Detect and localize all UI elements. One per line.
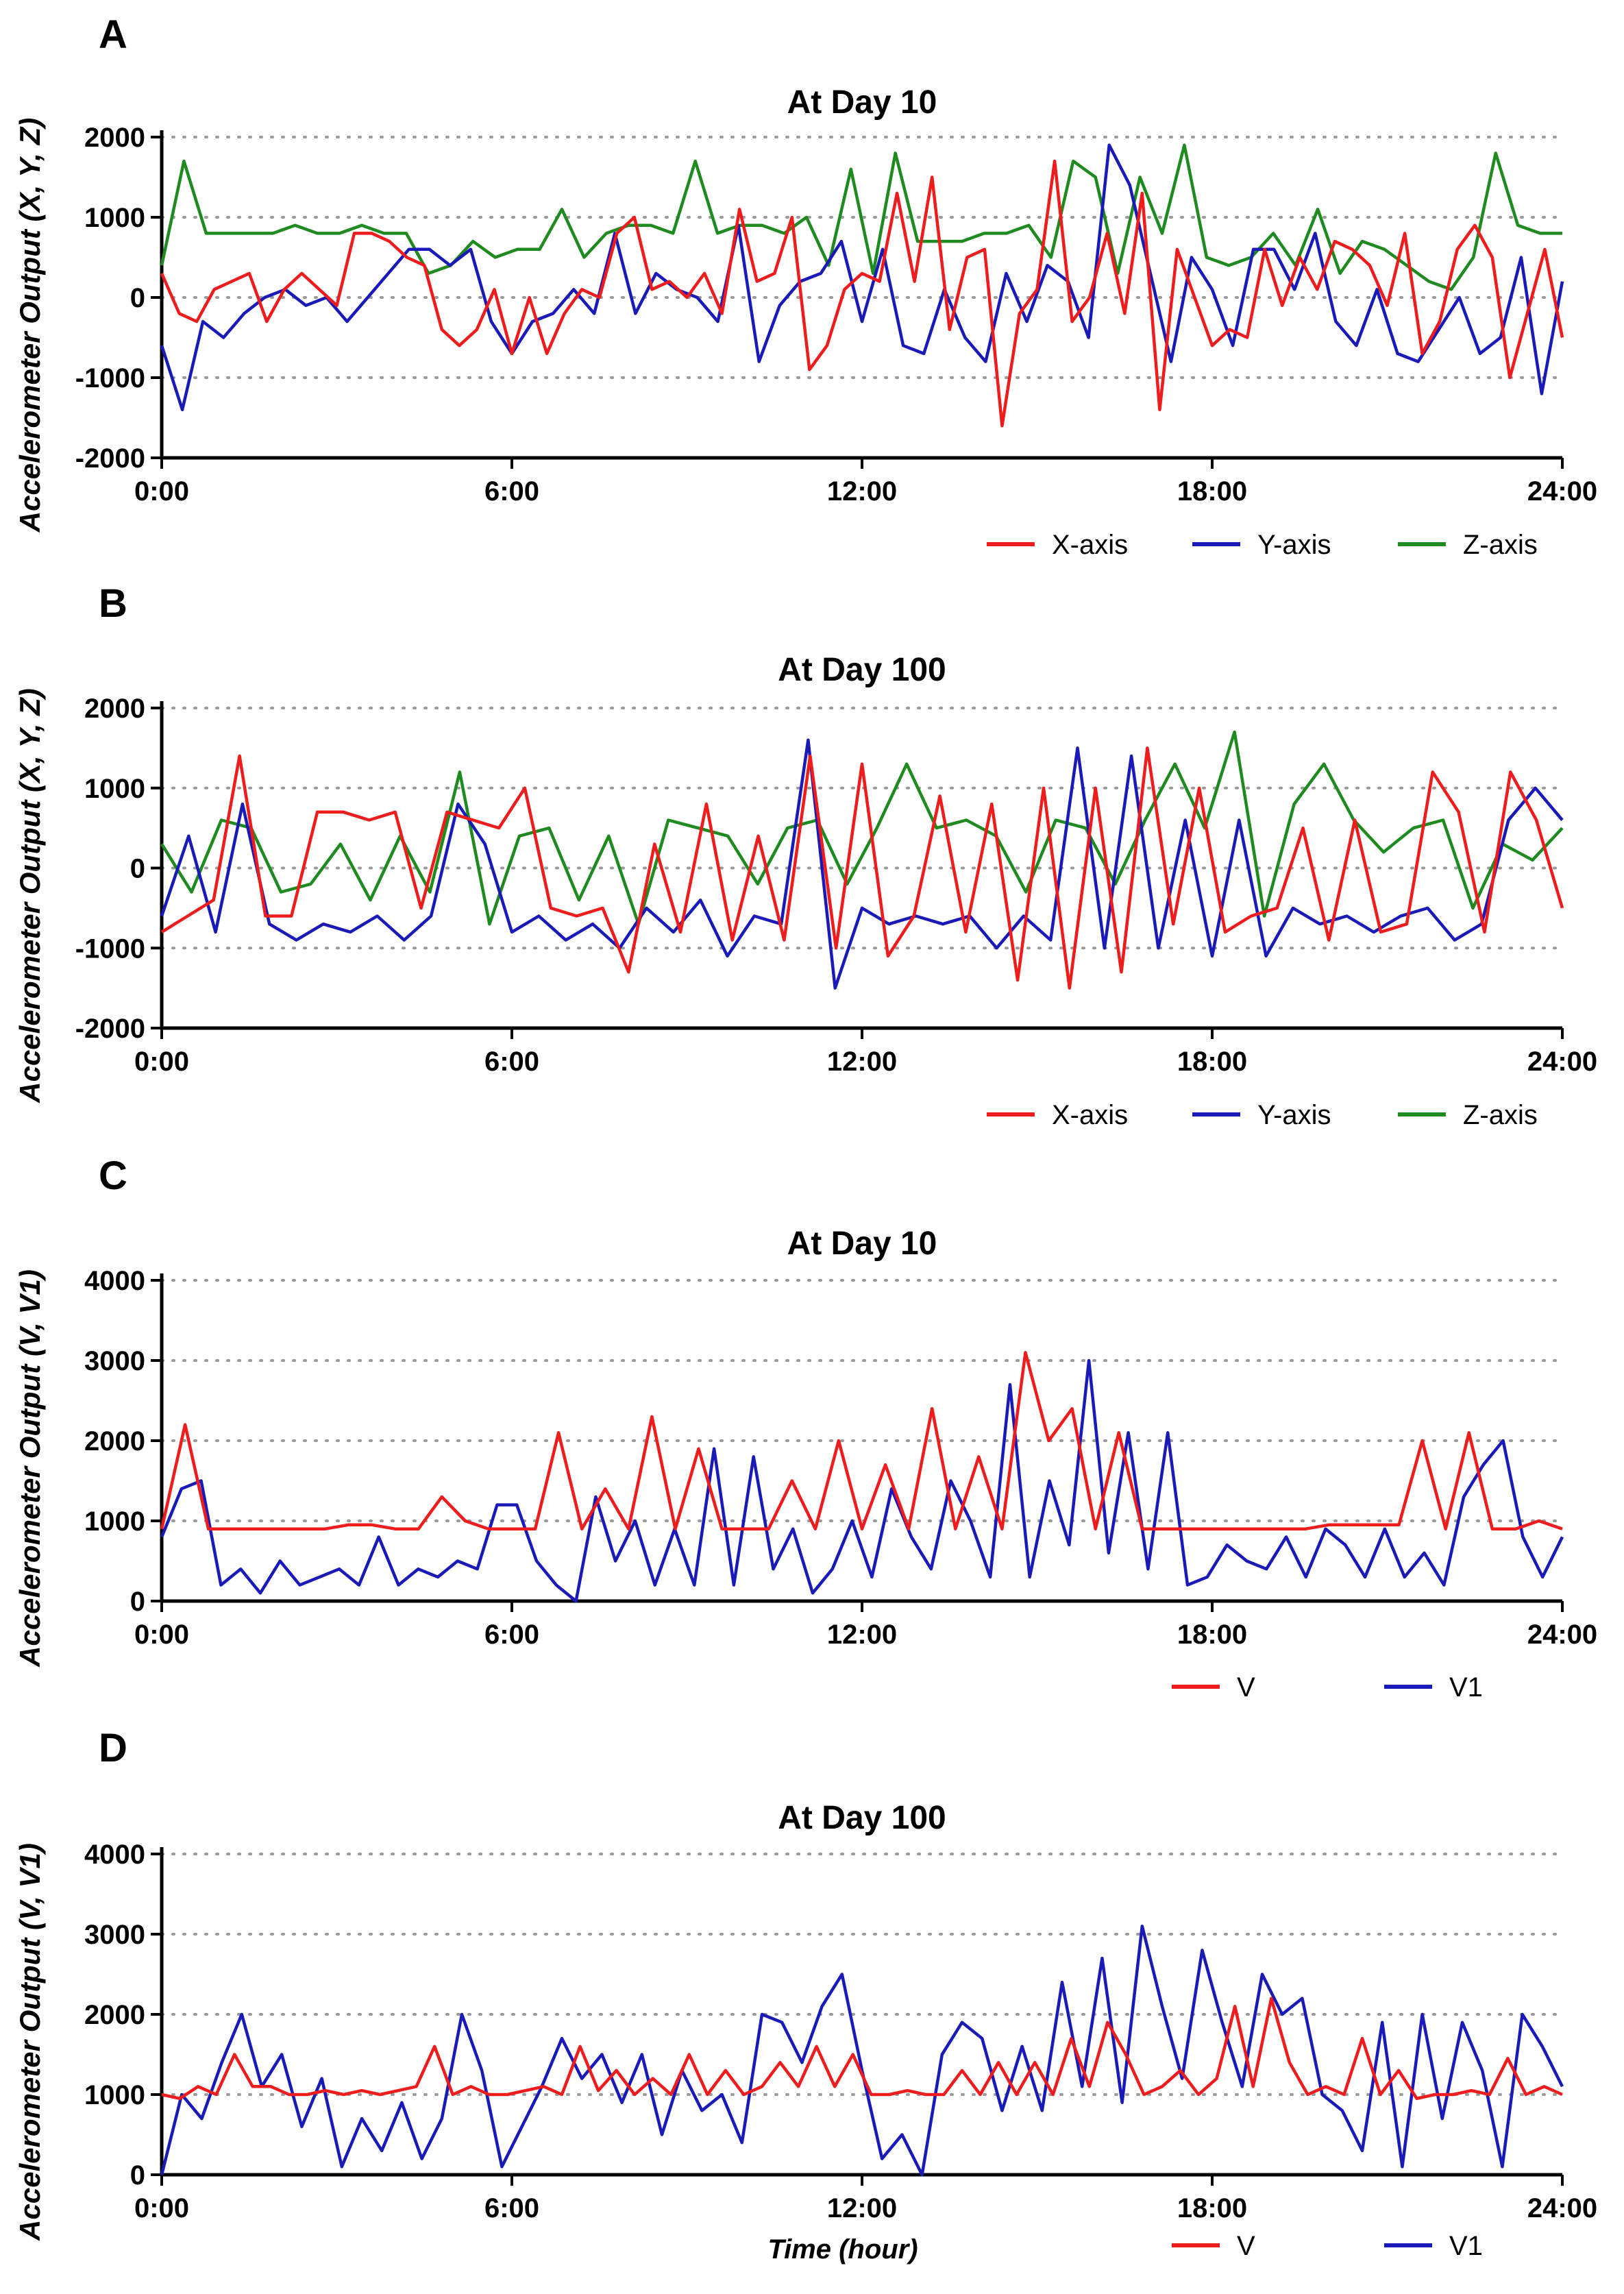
legend-label: V — [1237, 1672, 1255, 1703]
legend-item: Z-axis — [1398, 530, 1538, 560]
x-tick-label: 24:00 — [1527, 1620, 1597, 1650]
y-tick-label: 0 — [130, 1587, 145, 1617]
legend-label: Z-axis — [1463, 1100, 1538, 1130]
panel-letter: C — [99, 1154, 127, 1198]
y-axis-label: Accelerometer Output (X, Y, Z) — [14, 118, 46, 533]
legend-label: Y-axis — [1257, 530, 1331, 560]
legend-item: Y-axis — [1192, 1100, 1331, 1130]
x-tick-label: 18:00 — [1177, 1047, 1247, 1077]
x-tick-label: 6:00 — [484, 476, 539, 507]
y-tick-label: 2000 — [84, 123, 145, 153]
series-line-z-axis — [160, 730, 1564, 926]
y-tick-label: 1000 — [84, 2080, 145, 2110]
series-line-x-axis — [160, 746, 1564, 990]
x-tick-label: 0:00 — [134, 1047, 189, 1077]
legend-item: V — [1172, 2231, 1255, 2261]
legend-label: Z-axis — [1463, 530, 1538, 560]
x-tick-label: 6:00 — [484, 2193, 539, 2223]
x-tick-label: 0:00 — [134, 2193, 189, 2223]
chart-panel-b: B At Day 100 Accelerometer Output (X, Y, Z… — [14, 581, 1597, 1130]
legend-item: V — [1172, 1672, 1255, 1703]
y-tick-label: -2000 — [75, 1014, 145, 1044]
legend-item: X-axis — [987, 530, 1128, 560]
x-tick-label: 6:00 — [484, 1047, 539, 1077]
legend-label: V1 — [1449, 1672, 1483, 1703]
series-line-y-axis — [160, 738, 1564, 990]
x-tick-label: 24:00 — [1527, 2193, 1597, 2223]
chart-panel-c: C At Day 10 Accelerometer Output (V, V1) 40… — [14, 1154, 1597, 1703]
x-tick-label: 18:00 — [1177, 1620, 1247, 1650]
panel-letter: D — [99, 1726, 127, 1770]
y-tick-label: 3000 — [84, 1920, 145, 1950]
x-tick-label: 24:00 — [1527, 1047, 1597, 1077]
chart-title: At Day 10 — [787, 1225, 937, 1262]
legend-item: Y-axis — [1192, 530, 1331, 560]
x-tick-label: 12:00 — [827, 2193, 897, 2223]
chart-panel-d: D At Day 100 Accelerometer Output (V, V1) 4… — [14, 1726, 1597, 2265]
series-line-v — [161, 1997, 1563, 2101]
legend-label: V1 — [1449, 2231, 1483, 2261]
x-tick-label: 18:00 — [1177, 2193, 1247, 2223]
x-tick-label: 6:00 — [484, 1620, 539, 1650]
y-tick-label: 4000 — [84, 1840, 145, 1870]
chart-title: At Day 100 — [778, 1800, 946, 1836]
y-tick-label: 1000 — [84, 1506, 145, 1537]
series-line-v — [160, 1351, 1563, 1530]
y-tick-label: 3000 — [84, 1346, 145, 1376]
y-tick-label: 4000 — [84, 1266, 145, 1296]
y-tick-label: 0 — [130, 2160, 145, 2191]
y-tick-label: -1000 — [75, 363, 145, 393]
x-tick-label: 12:00 — [827, 1047, 897, 1077]
legend-item: V1 — [1384, 1672, 1483, 1703]
chart-title: At Day 10 — [787, 84, 937, 121]
x-tick-label: 0:00 — [134, 1620, 189, 1650]
y-tick-label: 1000 — [84, 774, 145, 804]
series-line-v1 — [160, 1358, 1564, 1603]
panel-letter: B — [99, 581, 127, 626]
legend-label: X-axis — [1052, 530, 1128, 560]
y-tick-label: 1000 — [84, 203, 145, 233]
y-tick-label: -2000 — [75, 443, 145, 474]
legend-item: V1 — [1384, 2231, 1483, 2261]
y-axis-label: Accelerometer Output (X, Y, Z) — [14, 688, 46, 1103]
series-line-v1 — [160, 1925, 1564, 2177]
legend-label: Y-axis — [1257, 1100, 1331, 1130]
y-axis-label: Accelerometer Output (V, V1) — [14, 1269, 46, 1668]
legend-item: X-axis — [987, 1100, 1128, 1130]
chart-panel-a: A At Day 10 Accelerometer Output (X, Y, Z)… — [14, 12, 1597, 560]
x-tick-label: 24:00 — [1527, 476, 1597, 507]
series-line-z-axis — [160, 143, 1562, 291]
y-tick-label: 0 — [130, 283, 145, 313]
legend-item: Z-axis — [1398, 1100, 1538, 1130]
legend-label: X-axis — [1052, 1100, 1128, 1130]
x-tick-label: 0:00 — [134, 476, 189, 507]
y-tick-label: -1000 — [75, 934, 145, 964]
series-line-y-axis — [160, 143, 1564, 412]
legend-label: V — [1237, 2231, 1255, 2261]
chart-title: At Day 100 — [778, 652, 946, 688]
x-tick-label: 12:00 — [827, 476, 897, 507]
panel-letter: A — [99, 12, 127, 57]
x-axis-label: Time (hour) — [767, 2234, 918, 2265]
x-tick-label: 18:00 — [1177, 476, 1247, 507]
y-tick-label: 2000 — [84, 1426, 145, 1456]
series-line-x-axis — [160, 159, 1564, 428]
y-tick-label: 0 — [130, 854, 145, 884]
y-tick-label: 2000 — [84, 694, 145, 724]
y-tick-label: 2000 — [84, 2000, 145, 2030]
x-tick-label: 12:00 — [827, 1620, 897, 1650]
y-axis-label: Accelerometer Output (V, V1) — [14, 1843, 46, 2241]
